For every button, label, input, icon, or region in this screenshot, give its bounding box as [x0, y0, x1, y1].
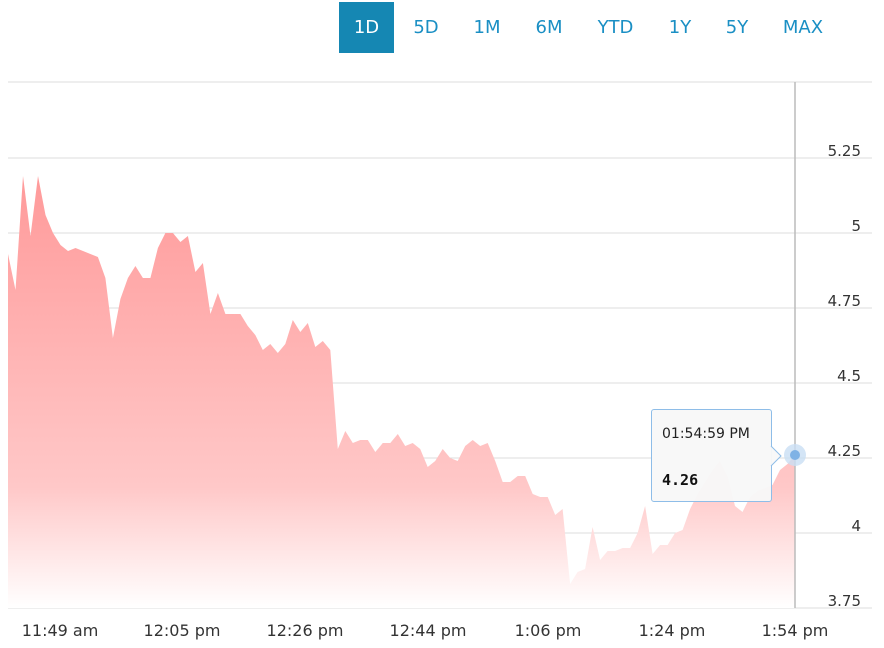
x-tick-label: 1:54 pm [762, 621, 829, 640]
x-tick-label: 12:44 pm [390, 621, 467, 640]
hover-marker [790, 450, 800, 460]
range-button-ytd[interactable]: YTD [597, 17, 634, 38]
y-tick-label: 3.75 [828, 592, 861, 610]
time-range-selector: 1D 5D 1M 6M YTD 1Y 5Y MAX [339, 2, 843, 53]
range-button-5d[interactable]: 5D [413, 17, 439, 38]
tooltip-value: 4.26 [662, 471, 699, 489]
x-tick-label: 1:24 pm [639, 621, 706, 640]
y-tick-label: 4.5 [837, 367, 861, 385]
x-axis: 11:49 am 12:05 pm 12:26 pm 12:44 pm 1:06 pm 1… [22, 621, 829, 640]
x-tick-label: 12:26 pm [267, 621, 344, 640]
y-tick-label: 4.75 [828, 292, 861, 310]
y-tick-label: 5 [851, 217, 861, 235]
range-button-1d[interactable]: 1D [339, 2, 394, 53]
range-button-5y[interactable]: 5Y [725, 17, 749, 38]
y-tick-label: 4.25 [828, 442, 861, 460]
y-tick-label: 4 [851, 517, 861, 535]
tooltip-pointer [770, 446, 782, 466]
range-button-max[interactable]: MAX [782, 17, 824, 38]
range-button-1y[interactable]: 1Y [668, 17, 692, 38]
price-area-series [8, 176, 795, 608]
x-tick-label: 12:05 pm [144, 621, 221, 640]
range-button-6m[interactable]: 6M [535, 17, 563, 38]
x-tick-label: 1:06 pm [515, 621, 582, 640]
x-tick-label: 11:49 am [22, 621, 99, 640]
y-tick-label: 5.25 [828, 142, 861, 160]
tooltip-time: 01:54:59 PM [662, 426, 750, 442]
y-axis: 5.25 5 4.75 4.5 4.25 4 3.75 [828, 142, 861, 610]
value-tooltip: 01:54:59 PM 4.26 [651, 409, 772, 502]
range-button-1m[interactable]: 1M [473, 17, 501, 38]
